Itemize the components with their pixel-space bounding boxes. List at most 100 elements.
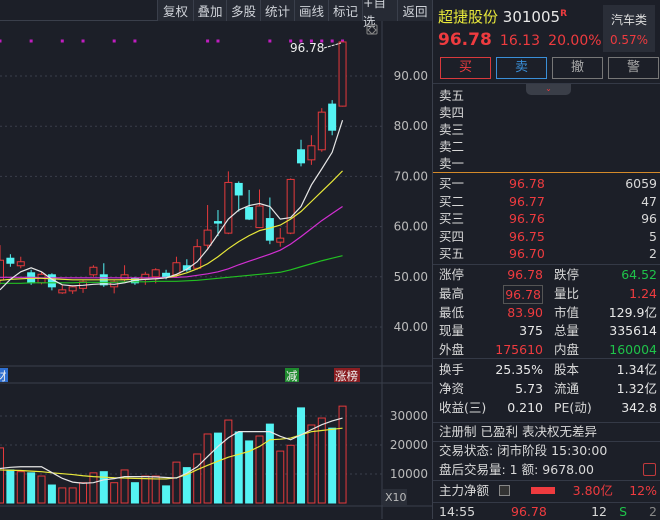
volume-bar-up — [276, 450, 285, 504]
ask-label: 卖一 — [439, 156, 465, 171]
tick-vol: 12 — [591, 504, 607, 519]
candle-down — [234, 182, 243, 196]
toolbar-button[interactable]: 多股 — [226, 0, 260, 21]
stat-value: 1.34亿 — [616, 362, 657, 377]
volume-bar-down — [328, 427, 337, 504]
stat-value: 96.78 — [507, 267, 543, 282]
volume-tick-label: 10000 — [390, 467, 428, 481]
tick-time: 14:55 — [439, 504, 476, 519]
bid-row[interactable]: 买四 96.75 5 — [439, 228, 657, 245]
main-flow-value: 3.80亿 — [572, 483, 613, 498]
bid-label: 买三 — [439, 211, 465, 226]
volume-bar-up — [120, 469, 129, 504]
top-marker — [0, 39, 2, 43]
sector-name: 汽车类 — [610, 13, 647, 27]
main-flow-row: 主力净额 3.80亿 12% — [439, 482, 657, 499]
ask-row[interactable]: 卖一 — [439, 155, 657, 172]
top-marker — [112, 39, 116, 43]
candle-down — [6, 257, 15, 264]
stat-label: 净资 — [439, 381, 465, 396]
bid-row[interactable]: 买五 96.70 2 — [439, 245, 657, 262]
candle-up — [276, 237, 285, 243]
volume-bar-down — [234, 431, 243, 504]
ask-row[interactable]: 卖三 — [439, 121, 657, 138]
toolbar-button[interactable]: 画线 — [294, 0, 328, 21]
ask-label: 卖五 — [439, 88, 465, 103]
toolbar-button[interactable]: 统计 — [260, 0, 294, 21]
volume-bar-up — [89, 472, 98, 504]
bid-row[interactable]: 买一 96.78 6059 — [439, 175, 657, 192]
collapse-tab[interactable]: ⌄ — [526, 84, 571, 95]
checkbox-icon[interactable] — [499, 485, 510, 496]
volume-bar-up — [151, 475, 160, 504]
top-marker — [81, 39, 85, 43]
toolbar-button[interactable]: 叠加 — [193, 0, 226, 21]
ask-label: 卖三 — [439, 122, 465, 137]
bid-volume: 6059 — [625, 176, 657, 191]
bid-row[interactable]: 买二 96.77 47 — [439, 193, 657, 210]
top-marker — [341, 39, 345, 43]
volume-bar-down — [265, 423, 274, 504]
kline-chart[interactable]: 90.00 80.00 70.00 60.00 50.00 40.00 30000 20000… — [0, 0, 432, 519]
stat-row: 涨停 96.78 跌停 64.52 — [439, 266, 657, 283]
volume-bar-up — [338, 405, 347, 504]
stat-value: 342.8 — [621, 400, 657, 415]
volume-bar-down — [245, 440, 254, 504]
top-marker — [206, 39, 210, 43]
quote-panel: 超捷股份 301005R 汽车类 0.57% 96.78 16.13 20.00… — [432, 0, 660, 519]
panel-toggle-icon[interactable] — [366, 24, 378, 35]
stat-label: 最低 — [439, 304, 465, 320]
price-tick-label: 50.00 — [394, 270, 428, 284]
volume-bar-up — [16, 471, 25, 504]
candle-up — [89, 266, 98, 276]
tick-row: 14:55 96.78 12 S 2 — [439, 503, 657, 520]
candle-down — [328, 103, 337, 131]
price-tick-label: 70.00 — [394, 169, 428, 183]
volume-bar-up — [0, 447, 4, 504]
buy-button[interactable]: 买 — [440, 57, 491, 79]
ask-row[interactable]: 卖四 — [439, 104, 657, 121]
candle-up — [120, 274, 129, 280]
volume-bar-up — [203, 433, 212, 504]
alert-button[interactable]: 警 — [608, 57, 659, 79]
top-marker — [29, 39, 33, 43]
stat-value: 1.32亿 — [616, 381, 657, 396]
volume-bar-down — [182, 467, 191, 504]
ask-row[interactable]: 卖二 — [439, 138, 657, 155]
stat-label: 股本 — [554, 362, 580, 377]
last-price: 96.78 — [438, 30, 492, 50]
volume-bar-up — [317, 417, 326, 504]
price-change: 16.13 — [499, 33, 541, 49]
top-marker — [299, 39, 303, 43]
ask-row[interactable]: 卖五 — [439, 87, 657, 104]
toolbar-button[interactable]: 返回 — [397, 0, 432, 21]
candle-up — [151, 269, 160, 278]
toolbar-button[interactable]: 复权 — [157, 0, 193, 21]
volume-bar-up — [110, 482, 119, 504]
event-tag — [285, 368, 299, 382]
bid-volume: 5 — [649, 228, 657, 244]
stat-row: 最低 83.90 市值 129.9亿 — [439, 304, 657, 321]
price-tick-label: 40.00 — [394, 320, 428, 334]
event-tag-label: 材 — [0, 369, 7, 383]
sector-pct: 0.57% — [609, 33, 649, 47]
tick-side: S — [619, 504, 627, 519]
sector-box[interactable]: 汽车类 0.57% — [603, 5, 655, 52]
chevron-down-icon: ⌄ — [545, 84, 552, 93]
stat-label: PE(动) — [554, 400, 592, 415]
annotation-arrow — [323, 42, 342, 49]
candle-up — [193, 246, 202, 269]
stock-code: 301005 — [502, 8, 561, 26]
bid-volume: 2 — [649, 246, 657, 261]
bid-label: 买二 — [439, 193, 465, 209]
chart-icon[interactable] — [643, 463, 656, 476]
toolbar-button[interactable]: 标记 — [328, 0, 362, 21]
cancel-button[interactable]: 撤 — [552, 57, 603, 79]
top-marker — [309, 39, 313, 43]
event-tag-label: 减 — [286, 369, 298, 383]
event-tag — [334, 368, 360, 382]
sell-button[interactable]: 卖 — [496, 57, 547, 79]
bid-row[interactable]: 买三 96.76 96 — [439, 210, 657, 227]
event-tag — [0, 368, 8, 382]
bid-volume: 96 — [641, 211, 657, 226]
